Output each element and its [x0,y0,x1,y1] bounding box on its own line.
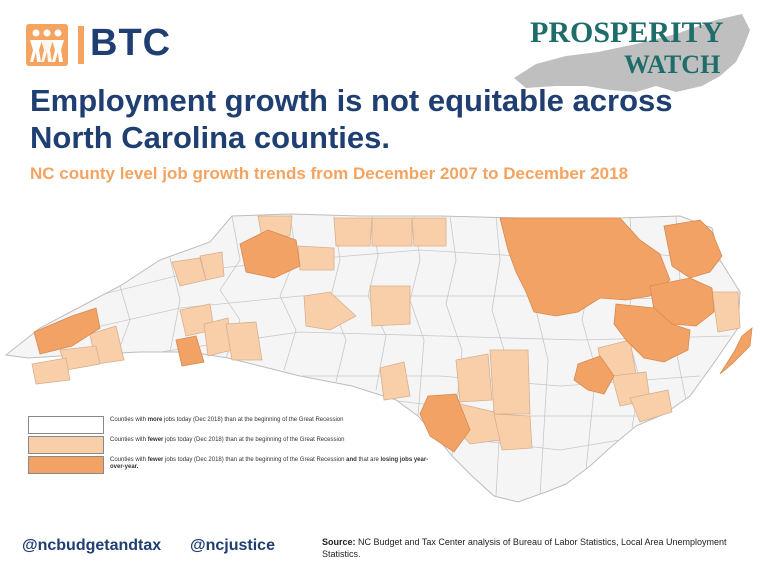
outer-banks [719,327,753,375]
county-dark [419,393,471,453]
county-dark [239,229,301,279]
logo-text: BTC [90,22,172,64]
county-light [489,349,531,415]
county-light [303,291,357,331]
county-dark [613,303,691,363]
source-note: Source: NC Budget and Tax Center analysi… [322,537,727,559]
county-dark [499,217,671,317]
legend-swatch-dark [28,456,104,474]
county-light [371,217,413,247]
brand-line-1: PROSPERITY [530,16,724,49]
brand-line-2: WATCH [624,50,721,79]
county-light [411,217,447,247]
county-dark [663,219,723,279]
county-light [711,291,741,333]
nc-outline-icon [514,14,750,92]
legend-item-losing: Counties with fewer jobs today (Dec 2018… [28,456,448,474]
page-title: Employment growth is not equitable acros… [30,83,673,155]
prosperity-watch-brand: PROSPERITY WATCH [506,6,756,98]
county-light [493,413,533,451]
county-light [199,251,225,281]
legend-item-more: Counties with more jobs today (Dec 2018)… [28,416,448,434]
legend-swatch-light [28,436,104,454]
county-light [629,389,673,423]
twitter-handle-budget: @ncbudgetandtax [22,537,162,554]
county-light [369,285,411,327]
county-light [297,245,335,271]
county-dark [175,335,205,367]
btc-logo: BTC [26,22,176,68]
nc-county-map [4,213,753,503]
logo-separator [78,26,84,64]
county-light [379,361,411,401]
county-dark [33,307,101,355]
county-light [333,217,373,247]
figures-logo-icon [26,24,68,66]
legend-swatch-white [28,416,104,434]
twitter-handle-justice: @ncjustice [190,537,275,554]
county-light [225,321,263,361]
legend-label: Counties with more jobs today (Dec 2018)… [110,417,344,423]
county-light [31,357,71,385]
legend-label: Counties with fewer jobs today (Dec 2018… [110,457,429,470]
county-light [455,353,493,403]
legend-item-fewer: Counties with fewer jobs today (Dec 2018… [28,436,448,454]
legend-label: Counties with fewer jobs today (Dec 2018… [110,437,345,443]
page-subtitle: NC county level job growth trends from D… [30,164,629,183]
county-dark [573,355,615,395]
